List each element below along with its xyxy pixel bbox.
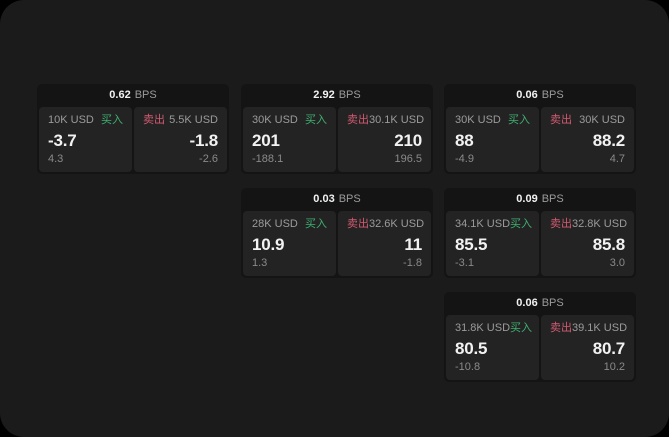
buy-delta: -3.1 [455,257,474,269]
buy-amount: 30K USD [455,114,501,126]
buy-price: 10.9 [252,234,285,254]
buy-side-label: 买入 [101,114,123,126]
sell-side-label: 卖出 [550,322,572,334]
sell-panel[interactable]: 卖出 32.8K USD 85.8 3.0 [541,211,634,276]
buy-delta: -4.9 [455,153,474,165]
buy-side-label: 买入 [305,218,327,230]
sell-side-label: 卖出 [550,218,572,230]
bps-value: 0.06 [516,89,538,101]
bps-header: 0.06 BPS [446,292,634,315]
buy-panel[interactable]: 30K USD 买入 88 -4.9 [446,107,539,172]
bps-unit-label: BPS [134,89,157,101]
buy-side-label: 买入 [508,114,530,126]
sell-price: -1.8 [189,130,219,150]
sell-delta: 4.7 [609,153,625,165]
sell-delta: 10.2 [603,361,625,373]
sell-panel[interactable]: 卖出 30K USD 88.2 4.7 [541,107,634,172]
buy-panel[interactable]: 28K USD 买入 10.9 1.3 [243,211,336,276]
sell-panel[interactable]: 卖出 39.1K USD 80.7 10.2 [541,315,634,380]
sell-price: 80.7 [592,338,625,358]
buy-delta: -188.1 [252,153,284,165]
bps-value: 0.03 [313,193,335,205]
sell-panel[interactable]: 卖出 32.6K USD 11 -1.8 [338,211,431,276]
bps-unit-label: BPS [338,89,361,101]
bps-value: 0.62 [109,89,131,101]
buy-price: 80.5 [455,338,488,358]
buy-delta: -10.8 [455,361,481,373]
buy-price: 85.5 [455,234,488,254]
sell-amount: 32.6K USD [369,218,425,230]
quote-card-2: 2.92 BPS 30K USD 买入 201 -188.1 卖出 30.1K … [241,84,433,174]
buy-amount: 31.8K USD [455,322,511,334]
quote-card-4: 0.03 BPS 28K USD 买入 10.9 1.3 卖出 32.6K US… [241,188,433,278]
sell-delta: -1.8 [403,257,422,269]
buy-side-label: 买入 [510,322,533,334]
quote-card-5: 0.09 BPS 34.1K USD 买入 85.5 -3.1 卖出 32.8K… [444,188,636,278]
sell-side-label: 卖出 [347,114,369,126]
buy-price: -3.7 [48,130,77,150]
sell-price: 88.2 [592,130,625,150]
quote-card-1: 0.62 BPS 10K USD 买入 -3.7 4.3 卖出 5.5K USD… [37,84,229,174]
bps-unit-label: BPS [541,297,564,309]
buy-delta: 4.3 [48,153,64,165]
buy-panel[interactable]: 31.8K USD 买入 80.5 -10.8 [446,315,539,380]
sell-amount: 39.1K USD [572,322,628,334]
buy-side-label: 买入 [305,114,327,126]
sell-amount: 30.1K USD [369,114,425,126]
sell-side-label: 卖出 [143,114,165,126]
bps-value: 0.06 [516,297,538,309]
sell-price: 210 [394,130,422,150]
bps-header: 0.62 BPS [39,84,227,107]
buy-price: 88 [455,130,474,150]
sell-amount: 30K USD [579,114,625,126]
sell-side-label: 卖出 [550,114,572,126]
bps-unit-label: BPS [541,193,564,205]
sell-panel[interactable]: 卖出 30.1K USD 210 196.5 [338,107,431,172]
buy-side-label: 买入 [510,218,533,230]
buy-amount: 34.1K USD [455,218,511,230]
buy-panel[interactable]: 10K USD 买入 -3.7 4.3 [39,107,132,172]
quote-card-3: 0.06 BPS 30K USD 买入 88 -4.9 卖出 30K USD 8… [444,84,636,174]
sell-delta: 3.0 [609,257,625,269]
bps-header: 0.06 BPS [446,84,634,107]
buy-amount: 28K USD [252,218,298,230]
sell-price: 85.8 [592,234,625,254]
buy-panel[interactable]: 34.1K USD 买入 85.5 -3.1 [446,211,539,276]
bps-value: 2.92 [313,89,335,101]
buy-delta: 1.3 [252,257,268,269]
buy-amount: 10K USD [48,114,94,126]
sell-panel[interactable]: 卖出 5.5K USD -1.8 -2.6 [134,107,227,172]
bps-header: 0.03 BPS [243,188,431,211]
sell-amount: 5.5K USD [169,114,218,126]
sell-delta: -2.6 [199,153,218,165]
quote-card-6: 0.06 BPS 31.8K USD 买入 80.5 -10.8 卖出 39.1… [444,292,636,382]
sell-side-label: 卖出 [347,218,369,230]
sell-amount: 32.8K USD [572,218,628,230]
buy-price: 201 [252,130,280,150]
bps-unit-label: BPS [541,89,564,101]
bps-value: 0.09 [516,193,538,205]
bps-header: 2.92 BPS [243,84,431,107]
bps-unit-label: BPS [338,193,361,205]
bps-header: 0.09 BPS [446,188,634,211]
sell-price: 11 [404,234,422,254]
buy-panel[interactable]: 30K USD 买入 201 -188.1 [243,107,336,172]
buy-amount: 30K USD [252,114,298,126]
sell-delta: 196.5 [394,153,422,165]
